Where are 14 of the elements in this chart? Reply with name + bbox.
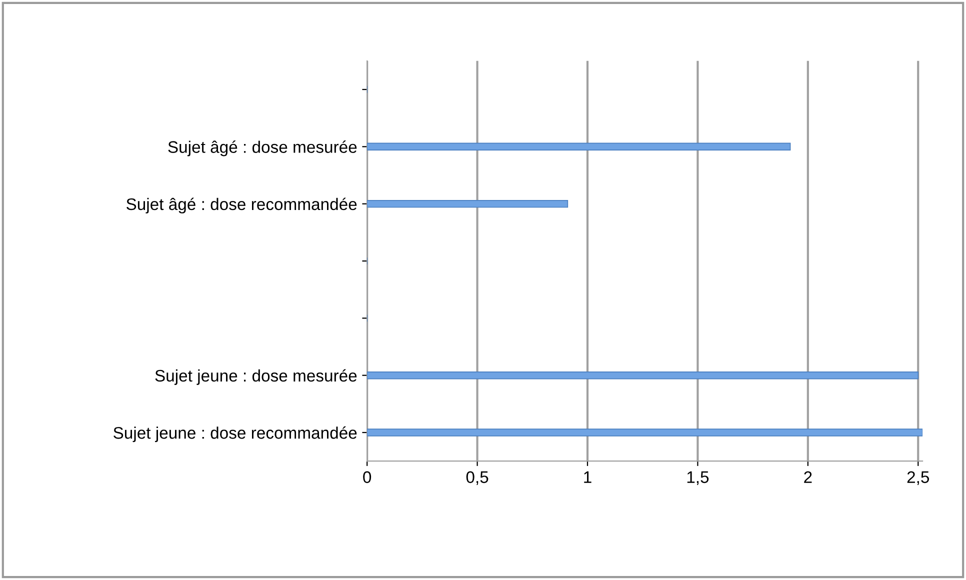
y-tick-label: Sujet âgé : dose recommandée bbox=[126, 198, 357, 214]
bar bbox=[367, 200, 568, 208]
x-tick-label: 0,5 bbox=[466, 471, 488, 486]
x-tick-label: 1 bbox=[584, 471, 592, 483]
bar bbox=[367, 142, 791, 151]
bar bbox=[367, 428, 923, 436]
x-tick-label: 0 bbox=[363, 471, 372, 484]
y-tick-label: Sujet âgé : dose mesurée bbox=[168, 140, 357, 156]
x-tick-label: 1,5 bbox=[687, 471, 709, 486]
bar bbox=[367, 371, 919, 380]
x-tick-label: 2 bbox=[804, 471, 812, 483]
y-tick-label: Sujet jeune : dose mesurée bbox=[155, 369, 357, 385]
y-tick-label: Sujet jeune : dose recommandée bbox=[114, 426, 357, 442]
x-tick-label: 2,5 bbox=[907, 471, 930, 486]
